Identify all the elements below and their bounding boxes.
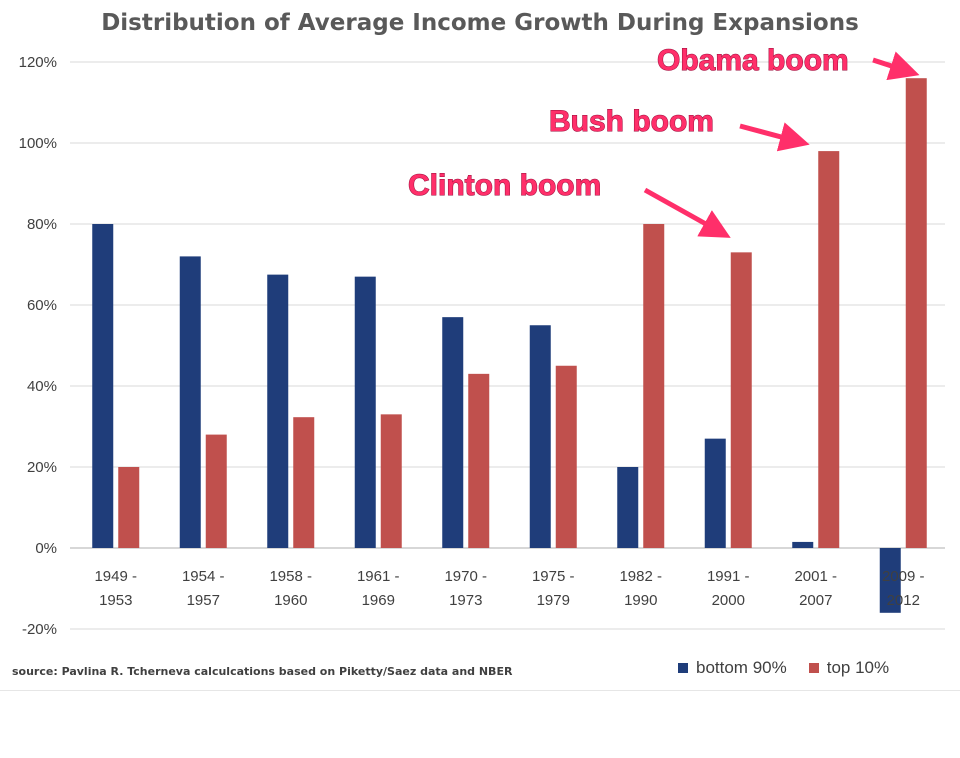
x-tick-label: 2000 [712,592,745,609]
bar-bottom-90 [617,467,639,548]
bar-top-10 [643,224,665,548]
legend-item-top: top 10% [808,658,890,678]
bar-bottom-90 [879,548,901,613]
legend-swatch-bottom [678,663,688,673]
x-tick-label: 1990 [624,592,657,609]
bar-bottom-90 [92,224,114,548]
chart-title: Distribution of Average Income Growth Du… [101,10,859,36]
bar-bottom-90 [267,274,289,548]
annotation-arrow [739,122,810,152]
bar-top-10 [905,78,927,548]
annotation-label: Clinton boom [408,169,601,202]
legend-item-bottom: bottom 90% [678,658,787,678]
source-note: source: Pavlina R. Tcherneva calculcatio… [12,665,513,678]
y-tick-label: 40% [27,378,57,395]
x-tick-label: 2009 - [882,568,925,585]
x-tick-label: 1979 [537,592,570,609]
chart-frame: Distribution of Average Income Growth Du… [0,10,960,691]
bar-bottom-90 [704,438,726,548]
y-tick-label: -20% [22,621,57,638]
x-tick-label: 1982 - [619,568,662,585]
bar-top-10 [118,467,140,548]
x-tick-label: 2007 [799,592,832,609]
bar-top-10 [380,414,402,548]
legend-swatch-top [808,663,819,673]
y-tick-label: 60% [27,297,57,314]
x-tick-label: 1960 [274,592,307,609]
bar-top-10 [468,373,490,548]
x-tick-label: 1961 - [357,568,400,585]
x-tick-label: 1954 - [182,568,225,585]
x-tick-label: 1969 [362,592,395,609]
bar-bottom-90 [529,325,551,548]
bar-bottom-90 [442,317,464,548]
annotation-label: Bush boom [549,105,714,138]
annotation-label: Obama boom [657,44,849,77]
y-tick-label: 0% [35,540,57,557]
bar-top-10 [205,434,227,548]
x-tick-label: 1973 [449,592,482,609]
annotation-arrow [872,51,920,81]
y-tick-label: 80% [27,216,57,233]
legend: bottom 90% top 10% [678,658,911,678]
bar-chart: -20% 0% 20% 40% 60% 80% 100% 120% 1949 - 1953 1954… [19,44,945,638]
x-tick-label: 1958 - [269,568,312,585]
x-tick-label: 2001 - [794,568,837,585]
legend-label-bottom: bottom 90% [696,658,787,677]
x-tick-label: 2012 [887,592,920,609]
x-tick-label: 1970 - [444,568,487,585]
bar-top-10 [818,151,840,548]
legend-label-top: top 10% [826,658,890,677]
x-tick-label: 1949 - [94,568,137,585]
bar-bottom-90 [792,541,814,548]
y-tick-label: 120% [19,54,57,71]
x-tick-label: 1991 - [707,568,750,585]
bar-bottom-90 [354,276,376,548]
bar-top-10 [293,417,315,548]
bar-top-10 [730,252,752,548]
y-tick-label: 20% [27,459,57,476]
y-tick-label: 100% [19,135,57,152]
bar-bottom-90 [179,256,201,548]
x-tick-label: 1957 [187,592,220,609]
bar-top-10 [555,365,577,548]
annotation-arrow [643,187,731,238]
x-tick-label: 1953 [99,592,132,609]
x-tick-label: 1975 - [532,568,575,585]
